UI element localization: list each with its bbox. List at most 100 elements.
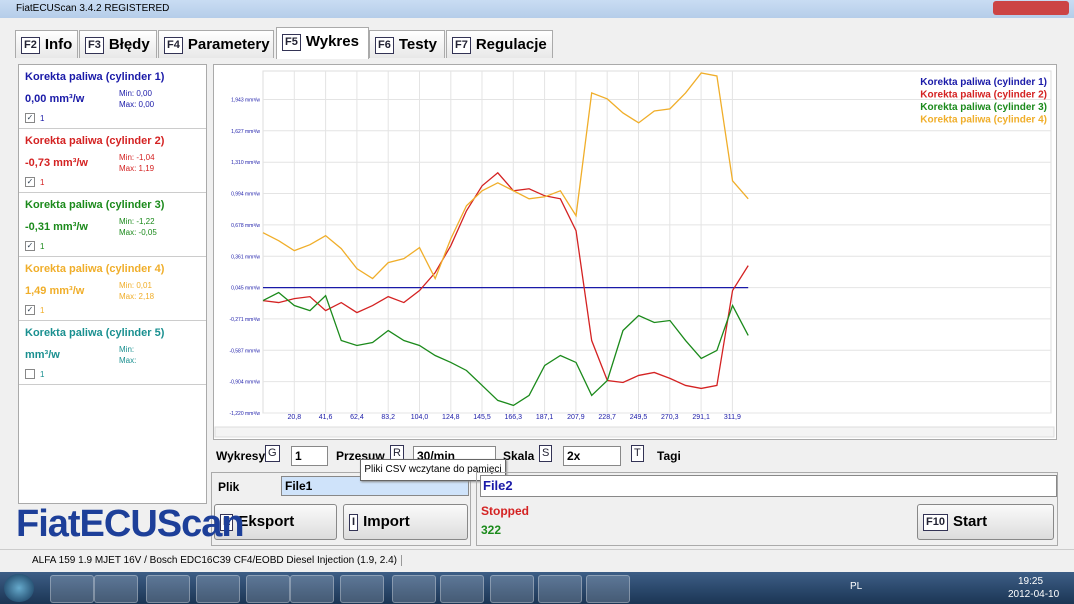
sensor-block: Korekta paliwa (cylinder 1) 0,00 mm³/w Min… [19, 65, 206, 129]
sensor-max: Max: 0,00 [119, 100, 155, 109]
taskbar-icon[interactable] [50, 575, 94, 603]
key[interactable]: S [539, 445, 553, 462]
text-field[interactable]: File2 [480, 475, 1057, 497]
x-tick-label: 291,1 [692, 414, 710, 421]
checkbox[interactable]: ✓ [25, 113, 35, 123]
select[interactable]: 2x [563, 446, 621, 466]
tab-label: Testy [398, 36, 437, 53]
select[interactable]: 1 [291, 446, 328, 466]
taskbar-icon[interactable] [290, 575, 334, 603]
sensor-min: Min: [119, 345, 135, 354]
taskbar-icon[interactable] [440, 575, 484, 603]
key: I [349, 513, 359, 531]
key[interactable]: G [265, 445, 280, 462]
taskbar-icon[interactable] [196, 575, 240, 603]
x-tick-label: 228,7 [598, 414, 616, 421]
button[interactable]: E Eksport [214, 504, 337, 540]
tab[interactable]: F7 Regulacje [446, 30, 553, 58]
legend-entry: Korekta paliwa (cylinder 1) [920, 77, 1047, 88]
start-button[interactable] [4, 574, 34, 602]
taskbar-icon[interactable] [392, 575, 436, 603]
checkbox-label: 1 [40, 242, 45, 251]
scrollbar[interactable] [214, 426, 1055, 438]
tab[interactable]: F3 Błędy [79, 30, 157, 58]
checkbox[interactable]: ✓ [25, 177, 35, 187]
button[interactable]: F10 Start [917, 504, 1054, 540]
button-label: Eksport [238, 513, 295, 530]
sensor-name: Korekta paliwa (cylinder 2) [25, 135, 165, 147]
tab-label: Wykres [305, 33, 359, 50]
x-tick-label: 145,5 [473, 414, 491, 421]
button-label: Import [363, 513, 410, 530]
x-tick-label: 311,9 [724, 414, 741, 421]
y-tick-label: -1,220 mm³/w [229, 411, 260, 417]
taskbar-icon[interactable] [538, 575, 582, 603]
sensor-max: Max: -0,05 [119, 228, 157, 237]
sensor-min: Min: -1,22 [119, 217, 155, 226]
taskbar-icon[interactable] [94, 575, 138, 603]
series-line [262, 291, 749, 407]
sensor-name: Korekta paliwa (cylinder 5) [25, 327, 165, 339]
label: Skala [503, 449, 535, 463]
checkbox[interactable] [25, 369, 35, 379]
language: PL [850, 581, 863, 592]
x-tick-label: 249,5 [630, 414, 648, 421]
tooltip: Pliki CSV wczytane do pamięci [360, 459, 506, 481]
sensor-max: Max: 2,18 [119, 292, 155, 301]
series-line [262, 171, 749, 390]
tab[interactable]: F6 Testy [369, 30, 445, 58]
checkbox-label: 1 [40, 114, 45, 123]
tab[interactable]: F4 Parametery [158, 30, 274, 58]
taskbar-icon[interactable] [146, 575, 190, 603]
button-label: Start [952, 513, 988, 530]
taskbar-icon[interactable] [246, 575, 290, 603]
tab[interactable]: F2 Info [15, 30, 78, 58]
tab-key: F4 [164, 36, 183, 54]
tab[interactable]: F5 Wykres [276, 27, 369, 59]
chart-frame: 1,943 mm³/w 1,627 mm³/w 1,310 mm³/w 0,994 m… [213, 64, 1057, 440]
state: Stopped [481, 504, 529, 518]
sensor-value: -0,73 mm³/w [25, 157, 88, 169]
y-tick-label: -0,587 mm³/w [229, 348, 260, 354]
sensor-value: 1,49 mm³/w [25, 285, 85, 297]
x-tick-label: 41,6 [319, 414, 333, 421]
chart-controls: Wykresy G 1 Przesuw R 30/min Skala S 2x … [213, 443, 693, 467]
x-tick-label: 62,4 [350, 414, 364, 421]
clock-date: 2012-04-10 [1008, 589, 1060, 600]
status-text: ALFA 159 1.9 MJET 16V / Bosch EDC16C39 C… [32, 555, 402, 566]
checkbox[interactable]: ✓ [25, 305, 35, 315]
label: Wykresy [216, 449, 266, 463]
x-tick-label: 83,2 [381, 414, 395, 421]
y-tick-label: 0,361 mm³/w [231, 254, 260, 260]
label: Plik [218, 480, 240, 494]
clock-time: 19:25 [1018, 576, 1044, 587]
sensor-panel: Korekta paliwa (cylinder 1) 0,00 mm³/w Min… [18, 64, 207, 504]
sensor-min: Min: 0,01 [119, 281, 152, 290]
x-tick-label: 104,0 [411, 414, 429, 421]
x-tick-label: 166,3 [505, 414, 523, 421]
key[interactable]: T [631, 445, 644, 462]
y-tick-label: 1,627 mm³/w [231, 129, 260, 135]
tab-key: F2 [21, 36, 40, 54]
sensor-min: Min: -1,04 [119, 153, 155, 162]
x-tick-label: 124,8 [442, 414, 460, 421]
taskbar: PL 19:25 2012-04-10 [0, 572, 1074, 604]
plot-area [262, 70, 1052, 414]
button[interactable]: I Import [343, 504, 468, 540]
series-line [262, 72, 749, 281]
x-tick-label: 187,1 [536, 414, 554, 421]
taskbar-icon[interactable] [586, 575, 630, 603]
checkbox[interactable]: ✓ [25, 241, 35, 251]
tab-label: Info [44, 36, 73, 53]
legend-entry: Korekta paliwa (cylinder 3) [920, 102, 1047, 113]
taskbar-icon[interactable] [490, 575, 534, 603]
sensor-value: -0,31 mm³/w [25, 221, 88, 233]
sensor-name: Korekta paliwa (cylinder 4) [25, 263, 165, 275]
taskbar-icon[interactable] [340, 575, 384, 603]
window-title: FiatECUScan 3.4.2 REGISTERED [16, 3, 170, 14]
window-buttons[interactable] [993, 1, 1069, 15]
status-bar: ALFA 159 1.9 MJET 16V / Bosch EDC16C39 C… [0, 549, 1074, 572]
sensor-max: Max: 1,19 [119, 164, 155, 173]
legend-entry: Korekta paliwa (cylinder 4) [920, 115, 1047, 126]
